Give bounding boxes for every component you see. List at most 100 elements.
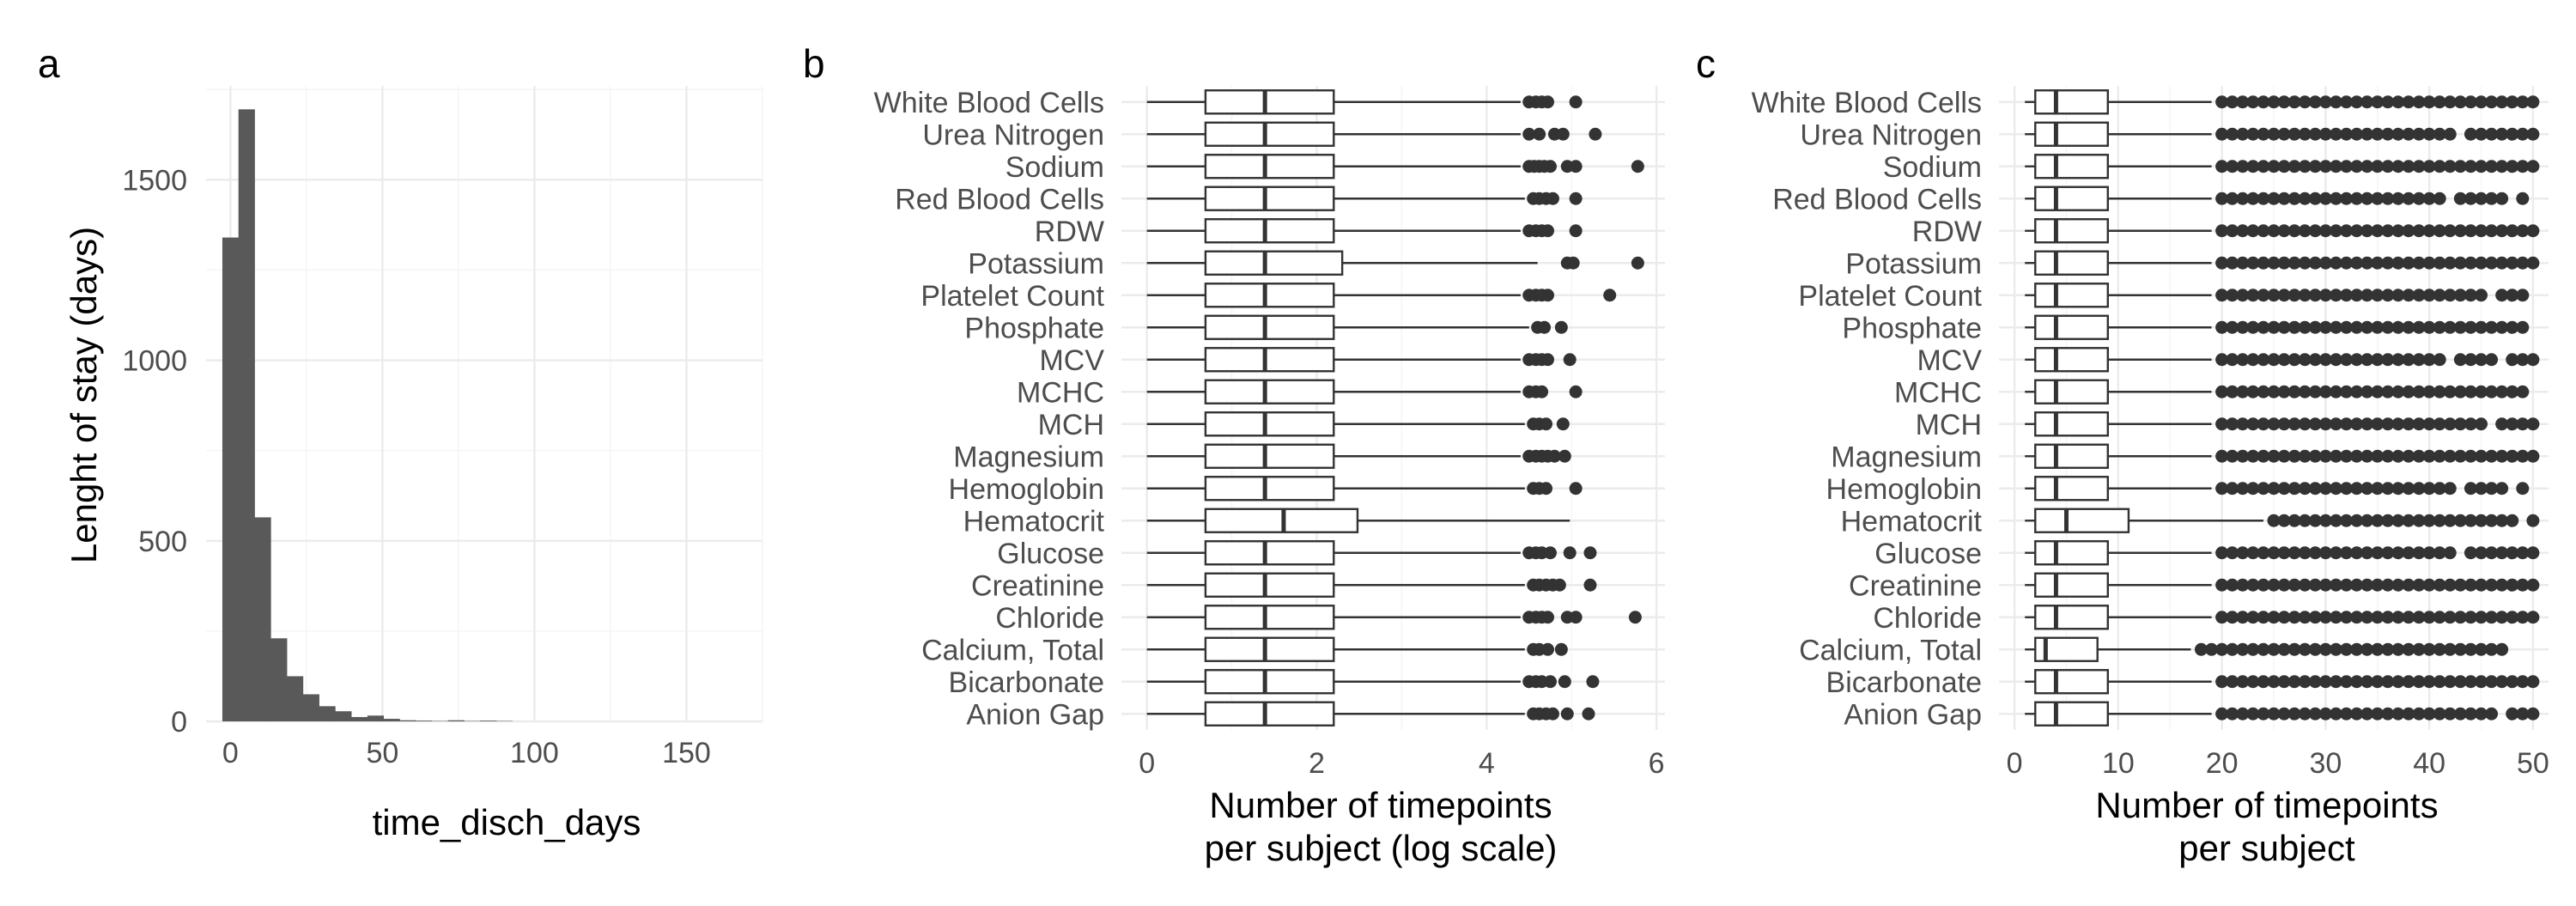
box-iqr	[1206, 187, 1334, 210]
outlier-point	[1541, 643, 1554, 656]
panel-b-category-label-mcv: MCV	[1039, 344, 1104, 377]
box-iqr	[1206, 638, 1334, 661]
panel-c-box-anion-gap	[2025, 702, 2539, 726]
panel-c-category-label-red-blood-cells: Red Blood Cells	[1772, 183, 1982, 216]
outlier-point	[2516, 192, 2529, 205]
outlier-point	[2526, 514, 2539, 527]
outlier-point	[1561, 708, 1574, 721]
outlier-point	[2444, 482, 2457, 495]
panel-a-x-tick-label: 0	[222, 737, 239, 769]
outlier-point	[1541, 353, 1554, 366]
box-iqr	[2035, 445, 2108, 468]
panel-c-category-label-sodium: Sodium	[1883, 151, 1982, 184]
panel-c-x-tick-label: 50	[2517, 747, 2549, 780]
panel-b-box-platelet-count	[1147, 283, 1617, 307]
box-iqr	[1206, 219, 1334, 242]
outlier-point	[2495, 192, 2508, 205]
panel-b-x-tick-label: 2	[1309, 747, 1325, 780]
panel-b-boxes	[1147, 90, 1644, 726]
panel-c-x-tick-label: 10	[2102, 747, 2135, 780]
box-iqr	[2035, 90, 2108, 113]
outlier-point	[1540, 417, 1552, 430]
outlier-point	[2516, 321, 2529, 334]
outlier-point	[1540, 482, 1552, 495]
box-iqr	[1206, 574, 1334, 597]
outlier-point	[2516, 482, 2529, 495]
panel-c-boxes	[2025, 90, 2539, 726]
outlier-point	[2526, 708, 2539, 721]
outlier-point	[2526, 160, 2539, 173]
outlier-point	[1558, 450, 1571, 463]
panel-b-category-label-platelet-count: Platelet Count	[920, 280, 1104, 313]
outlier-point	[1544, 546, 1557, 559]
panel-b-box-hematocrit	[1147, 509, 1571, 532]
panel-c-category-label-hematocrit: Hematocrit	[1841, 505, 1983, 538]
panel-b-box-sodium	[1147, 155, 1644, 178]
outlier-point	[1570, 224, 1583, 237]
box-iqr	[2035, 509, 2129, 532]
panel-b-box-phosphate	[1147, 316, 1568, 339]
histogram-bar	[222, 238, 239, 721]
outlier-point	[2495, 643, 2508, 656]
panel-b-category-label-urea-nitrogen: Urea Nitrogen	[922, 119, 1104, 151]
histogram-bar	[254, 517, 270, 721]
panel-b-category-label-magnesium: Magnesium	[953, 441, 1104, 473]
outlier-point	[1570, 611, 1583, 623]
panel-c-category-label-calcium-total: Calcium, Total	[1799, 634, 1982, 666]
panel-c-box-phosphate	[2025, 316, 2529, 339]
outlier-point	[1570, 95, 1583, 108]
panel-c-category-label-urea-nitrogen: Urea Nitrogen	[1800, 119, 1982, 151]
outlier-point	[1589, 128, 1601, 141]
panel-c-category-label-rdw: RDW	[1912, 216, 1982, 248]
outlier-point	[1564, 546, 1577, 559]
panel-c-box-white-blood-cells	[2025, 90, 2539, 113]
outlier-point	[2526, 611, 2539, 623]
outlier-point	[2526, 417, 2539, 430]
outlier-point	[1555, 321, 1568, 334]
panel-c-x-tick-label: 20	[2206, 747, 2239, 780]
panel-c-box-hemoglobin	[2025, 477, 2529, 500]
outlier-point	[1541, 224, 1554, 237]
outlier-point	[1546, 708, 1559, 721]
box-iqr	[2035, 348, 2108, 371]
panel-b-box-red-blood-cells	[1147, 187, 1583, 210]
panel-c-category-label-potassium: Potassium	[1845, 247, 1982, 280]
panel-b-category-label-hematocrit: Hematocrit	[963, 505, 1105, 538]
outlier-point	[2516, 289, 2529, 301]
panel-b-box-chloride	[1147, 605, 1642, 629]
panel-c-box-mch	[2025, 412, 2539, 435]
outlier-point	[1603, 289, 1616, 301]
panel-b-category-label-chloride: Chloride	[995, 602, 1104, 635]
box-iqr	[2035, 219, 2108, 242]
box-iqr	[1206, 445, 1334, 468]
panel-b-x-tick-label: 0	[1139, 747, 1155, 780]
box-iqr	[2035, 670, 2108, 693]
outlier-point	[1570, 192, 1583, 205]
outlier-point	[1567, 257, 1580, 270]
panel-b-box-rdw	[1147, 219, 1583, 242]
outlier-point	[2433, 353, 2446, 366]
histogram-bar	[335, 711, 351, 721]
panel-a-x-tick-label: 50	[366, 737, 398, 769]
outlier-point	[1586, 675, 1599, 688]
panel-b-x-axis-title-line-2: per subject (log scale)	[1205, 828, 1558, 868]
panel-c-category-label-white-blood-cells: White Blood Cells	[1752, 87, 1982, 119]
outlier-point	[1541, 95, 1554, 108]
outlier-point	[1564, 353, 1577, 366]
outlier-point	[2526, 95, 2539, 108]
panel-b-x-axis-title-line-1: Number of timepoints	[1209, 785, 1552, 825]
histogram-bar	[239, 109, 255, 721]
panel-c-box-magnesium	[2025, 445, 2539, 468]
outlier-point	[1558, 675, 1571, 688]
box-iqr	[2035, 380, 2108, 404]
panel-c-category-label-phosphate: Phosphate	[1842, 312, 1982, 344]
box-iqr	[2035, 605, 2108, 629]
outlier-point	[2516, 386, 2529, 398]
outlier-point	[2485, 708, 2498, 721]
